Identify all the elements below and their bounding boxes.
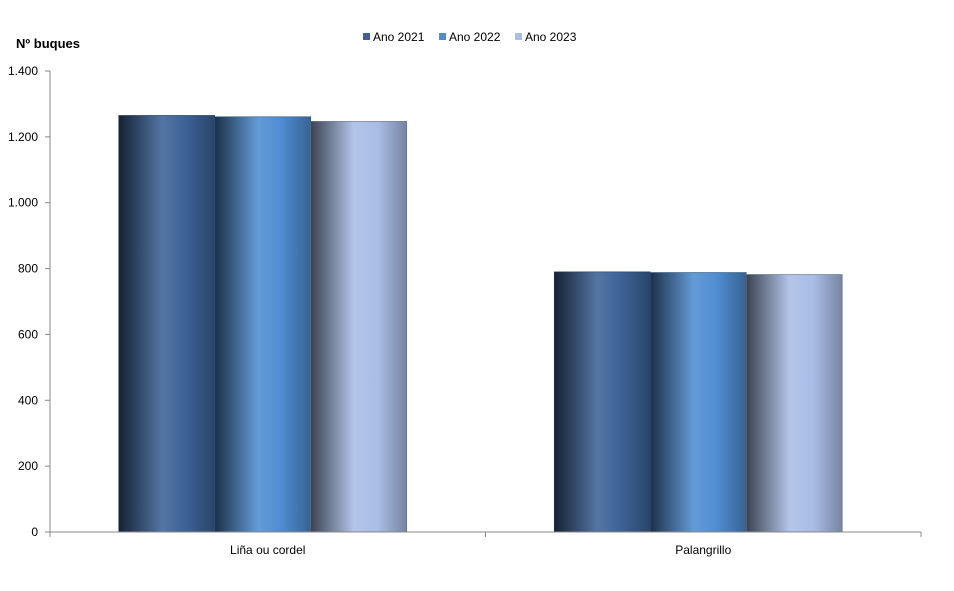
legend-swatch [439,33,446,40]
y-tick-label: 800 [18,262,38,276]
chart-legend: Ano 2021 Ano 2022 Ano 2023 [363,30,577,44]
y-tick-label: 1.200 [8,130,38,144]
y-axis-label: Nº buques [16,36,80,51]
legend-label: Ano 2023 [525,30,577,44]
y-axis: 0 200 400 600 800 1.000 1.200 1.400 [8,64,51,539]
y-tick-label: 600 [18,327,38,341]
y-tick-label: 200 [18,459,38,473]
y-tick-label: 1.400 [8,64,38,78]
legend-swatch [515,33,522,40]
x-category-label: Liña ou cordel [230,543,305,557]
y-tick-label: 0 [31,525,38,539]
x-axis: Liña ou cordel Palangrillo [49,531,922,557]
legend-swatch [363,33,370,40]
bar-ano-2023-0 [310,121,408,533]
bar-ano-2021-1 [553,271,651,533]
y-tick-label: 400 [18,393,38,407]
x-category-label: Palangrillo [675,543,731,557]
bar-ano-2021-0 [118,115,216,533]
bar-ano-2022-1 [649,272,747,533]
y-tick-label: 1.000 [8,196,38,210]
legend-label: Ano 2022 [449,30,501,44]
bar-ano-2022-0 [214,116,312,533]
bars [118,115,843,533]
legend-label: Ano 2021 [373,30,425,44]
bar-ano-2023-1 [745,274,843,533]
